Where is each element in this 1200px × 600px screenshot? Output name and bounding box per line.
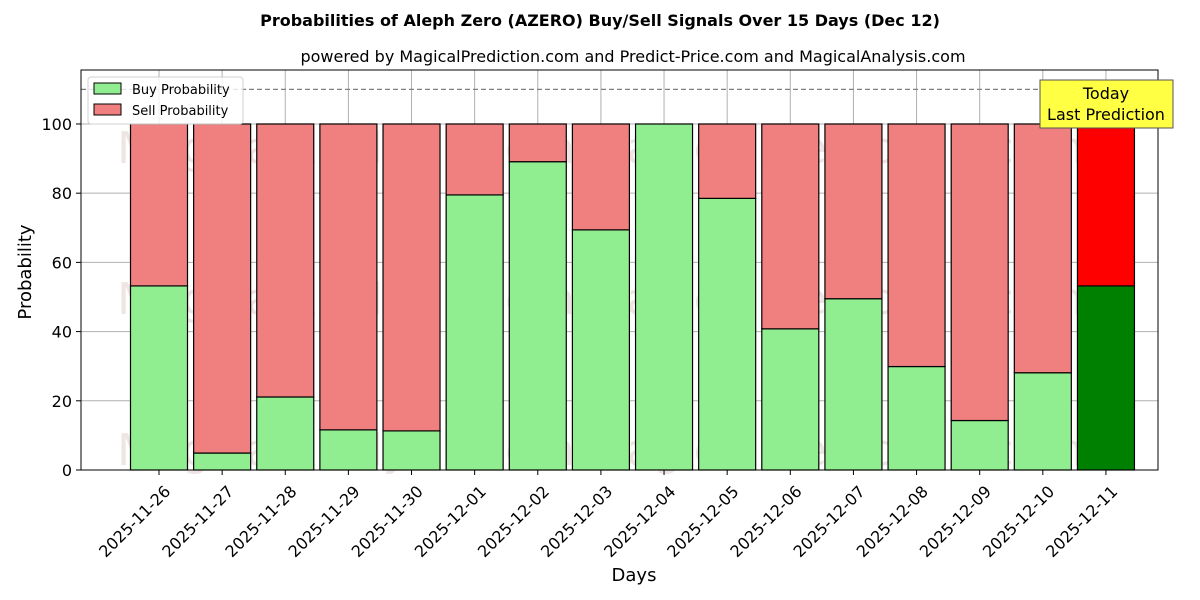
buy-segment xyxy=(256,396,315,471)
buy-segment xyxy=(319,429,378,471)
bar-2025-12-07 xyxy=(824,123,883,471)
legend-sell-label: Sell Probability xyxy=(132,104,229,119)
chart-title: Probabilities of Aleph Zero (AZERO) Buy/… xyxy=(260,11,940,30)
y-axis-label: Probability xyxy=(15,224,36,319)
sell-segment xyxy=(761,123,820,330)
sell-segment xyxy=(824,123,883,300)
sell-segment xyxy=(1076,123,1136,287)
plot-frame xyxy=(80,69,1159,471)
buy-segment xyxy=(634,123,694,471)
legend-buy-label: Buy Probability xyxy=(132,83,230,98)
annotation-box xyxy=(1039,79,1174,129)
bar-2025-11-29 xyxy=(319,123,378,471)
y-axis-ticks: 0 20 40 60 80 100 xyxy=(41,115,81,480)
buy-segment xyxy=(508,161,567,471)
x-axis-label: Days xyxy=(612,565,657,586)
buy-segment xyxy=(1076,285,1136,471)
bars xyxy=(129,123,1136,471)
bar-2025-12-09 xyxy=(950,123,1009,471)
legend: Buy Probability Sell Probability xyxy=(87,76,244,125)
bar-2025-11-28 xyxy=(256,123,315,471)
buy-segment xyxy=(950,419,1009,471)
y-tick-label: 80 xyxy=(52,184,72,203)
bar-2025-12-04 xyxy=(634,123,694,471)
sell-segment xyxy=(319,123,378,431)
y-tick-label: 40 xyxy=(52,323,72,342)
y-tick-label: 0 xyxy=(62,461,72,480)
bar-2025-12-05 xyxy=(698,123,757,471)
today-annotation: Today Last Prediction xyxy=(1039,79,1174,129)
bar-2025-12-11 xyxy=(1076,123,1136,471)
sell-segment xyxy=(571,123,631,231)
buy-segment xyxy=(887,365,946,471)
y-tick-label: 20 xyxy=(52,392,72,411)
sell-segment xyxy=(698,123,757,199)
bar-2025-11-30 xyxy=(382,123,441,471)
sell-segment xyxy=(1013,123,1072,374)
legend-buy-swatch xyxy=(93,82,122,95)
bar-2025-12-10 xyxy=(1013,123,1072,471)
buy-segment xyxy=(382,430,441,471)
bar-2025-12-03 xyxy=(571,123,631,471)
buy-segment xyxy=(193,452,252,471)
y-tick-label: 60 xyxy=(52,253,72,272)
bar-2025-12-01 xyxy=(445,123,504,471)
buy-segment xyxy=(129,285,189,471)
sell-segment xyxy=(256,123,315,398)
y-tick-label: 100 xyxy=(41,115,72,134)
sell-segment xyxy=(887,123,946,368)
bar-2025-11-26 xyxy=(129,123,189,471)
legend-sell-swatch xyxy=(93,103,122,116)
buy-segment xyxy=(1013,372,1072,471)
x-axis-ticks: 2025-11-262025-11-272025-11-282025-11-29… xyxy=(95,470,1121,561)
buy-segment xyxy=(761,328,820,471)
sell-segment xyxy=(950,123,1009,422)
bar-2025-11-27 xyxy=(193,123,252,471)
buy-segment xyxy=(824,298,883,471)
bar-2025-12-02 xyxy=(508,123,567,471)
buy-segment xyxy=(698,197,757,471)
annotation-line-today: Today xyxy=(1082,84,1129,103)
buy-segment xyxy=(571,229,631,471)
annotation-line-last-prediction: Last Prediction xyxy=(1047,105,1165,124)
legend-box xyxy=(87,76,244,125)
sell-segment xyxy=(382,123,441,432)
bar-2025-12-06 xyxy=(761,123,820,471)
bar-2025-12-08 xyxy=(887,123,946,471)
sell-segment xyxy=(445,123,504,196)
buy-segment xyxy=(445,194,504,471)
sell-segment xyxy=(508,123,567,163)
chart-subtitle: powered by MagicalPrediction.com and Pre… xyxy=(300,47,965,66)
sell-segment xyxy=(193,123,252,454)
sell-segment xyxy=(129,123,189,287)
